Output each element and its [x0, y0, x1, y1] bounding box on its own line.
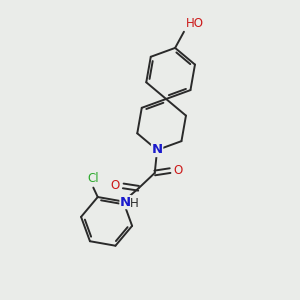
Text: HO: HO — [185, 17, 203, 30]
Text: H: H — [130, 197, 139, 210]
Text: O: O — [110, 179, 120, 192]
Text: N: N — [152, 143, 163, 157]
Text: N: N — [120, 196, 131, 208]
Text: Cl: Cl — [88, 172, 99, 185]
Text: O: O — [173, 164, 182, 177]
